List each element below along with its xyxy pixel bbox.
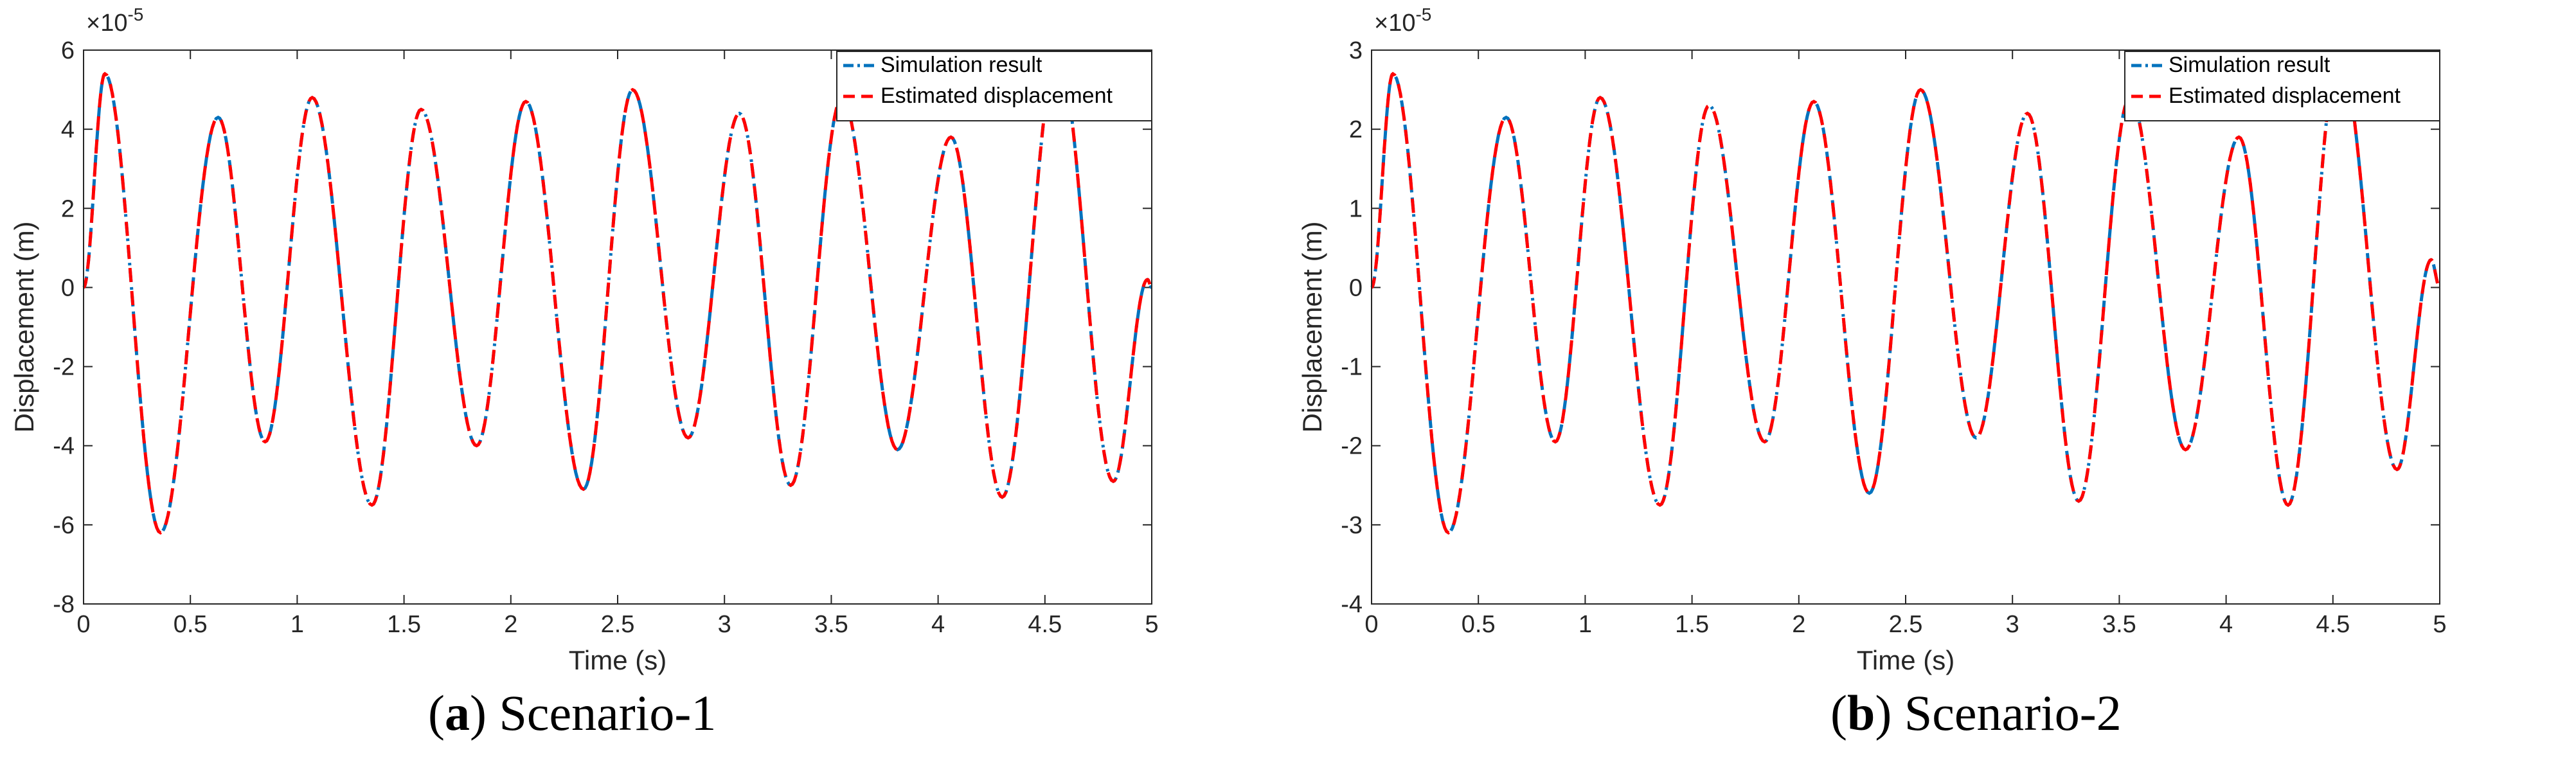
y-axis: -8 -6 -4 -2 0 2 4 6	[53, 37, 1152, 618]
plot-area	[1372, 50, 2440, 604]
y-tick-label: -1	[1341, 354, 1363, 381]
x-tick-label: 3.5	[814, 611, 848, 638]
y-tick-label: 6	[61, 37, 75, 64]
exponent-power: -5	[1415, 4, 1431, 24]
x-tick-label: 4	[2219, 611, 2233, 638]
y-axis-title: Displacement (m)	[1297, 221, 1327, 432]
caption: (b) Scenario-2	[1830, 685, 2122, 741]
x-tick-label: 1	[1579, 611, 1592, 638]
y-tick-label: 0	[1349, 274, 1363, 301]
caption-text: Scenario-1	[499, 685, 717, 741]
y-tick-label: 0	[61, 274, 75, 301]
x-tick-label: 0	[76, 611, 90, 638]
x-tick-label: 1.5	[387, 611, 421, 638]
chart-svg: 0 0.5 1 1.5 2 2.5 3 3.5 4 4.5 5 -4 -3 -2 -1 0 1 2 3 ×10-5 Ti…	[1297, 4, 2447, 675]
x-tick-label: 5	[1145, 611, 1158, 638]
y-tick-label: -8	[53, 591, 75, 618]
exponent-power: -5	[127, 4, 143, 24]
y-exponent-label: ×10-5	[1374, 4, 1431, 37]
x-tick-label: 2.5	[601, 611, 635, 638]
y-tick-label: 1	[1349, 195, 1363, 222]
axes-box	[83, 49, 1152, 605]
y-tick-label: -4	[53, 433, 75, 460]
x-tick-label: 4	[931, 611, 945, 638]
caption: (a) Scenario-1	[428, 685, 717, 741]
axes-box	[1371, 49, 2440, 605]
legend-label: Simulation result	[2169, 53, 2330, 77]
legend-label: Estimated displacement	[2169, 84, 2401, 108]
chart-svg: 0 0.5 1 1.5 2 2.5 3 3.5 4 4.5 5 -8 -6 -4 -2 0 2 4 6 ×10-5 Ti…	[9, 4, 1159, 675]
y-tick-label: -2	[53, 354, 75, 381]
caption-text: Scenario-2	[1904, 685, 2122, 741]
series-line-estimated-displacement	[1370, 52, 2441, 535]
x-tick-label: 1	[291, 611, 304, 638]
y-tick-label: -6	[53, 512, 75, 539]
x-axis: 0 0.5 1 1.5 2 2.5 3 3.5 4 4.5 5	[76, 50, 1159, 638]
legend: Simulation result Estimated displacement	[2124, 51, 2440, 121]
y-tick-label: 3	[1349, 37, 1363, 64]
x-tick-label: 0.5	[1462, 611, 1496, 638]
x-tick-label: 1.5	[1675, 611, 1709, 638]
plot-area	[84, 50, 1152, 604]
y-tick-label: 4	[61, 116, 75, 143]
y-tick-label: -2	[1341, 433, 1363, 460]
x-tick-label: 4.5	[2316, 611, 2350, 638]
x-axis-title: Time (s)	[569, 645, 666, 675]
x-tick-label: 5	[2433, 611, 2446, 638]
y-tick-label: 2	[1349, 116, 1363, 143]
x-tick-label: 2	[1792, 611, 1805, 638]
chart-panel-b: 0 0.5 1 1.5 2 2.5 3 3.5 4 4.5 5 -4 -3 -2 -1 0 1 2 3 ×10-5 Ti…	[1288, 0, 2576, 762]
caption-letter: a	[444, 685, 470, 741]
x-tick-label: 4.5	[1028, 611, 1062, 638]
x-tick-label: 0	[1364, 611, 1378, 638]
x-tick-label: 3	[718, 611, 731, 638]
x-tick-label: 2.5	[1889, 611, 1923, 638]
exponent-base: ×10	[86, 10, 127, 37]
y-tick-label: -4	[1341, 591, 1363, 618]
exponent-base: ×10	[1374, 10, 1415, 37]
x-tick-label: 0.5	[174, 611, 208, 638]
caption-letter: b	[1847, 685, 1875, 741]
y-tick-label: -3	[1341, 512, 1363, 539]
y-axis-title: Displacement (m)	[9, 221, 39, 432]
x-axis: 0 0.5 1 1.5 2 2.5 3 3.5 4 4.5 5	[1364, 50, 2447, 638]
legend-box	[2124, 51, 2440, 121]
x-axis-title: Time (s)	[1857, 645, 1954, 675]
x-tick-label: 3	[2006, 611, 2019, 638]
legend: Simulation result Estimated displacement	[836, 51, 1152, 121]
x-tick-label: 2	[504, 611, 517, 638]
chart-panel-a: 0 0.5 1 1.5 2 2.5 3 3.5 4 4.5 5 -8 -6 -4 -2 0 2 4 6 ×10-5 Ti…	[9, 4, 1159, 741]
legend-label: Estimated displacement	[881, 84, 1113, 108]
y-tick-label: 2	[61, 195, 75, 222]
legend-box	[836, 51, 1152, 121]
series-line-estimated-displacement	[82, 52, 1153, 535]
legend-label: Simulation result	[881, 53, 1042, 77]
y-exponent-label: ×10-5	[86, 4, 143, 37]
x-tick-label: 3.5	[2102, 611, 2136, 638]
